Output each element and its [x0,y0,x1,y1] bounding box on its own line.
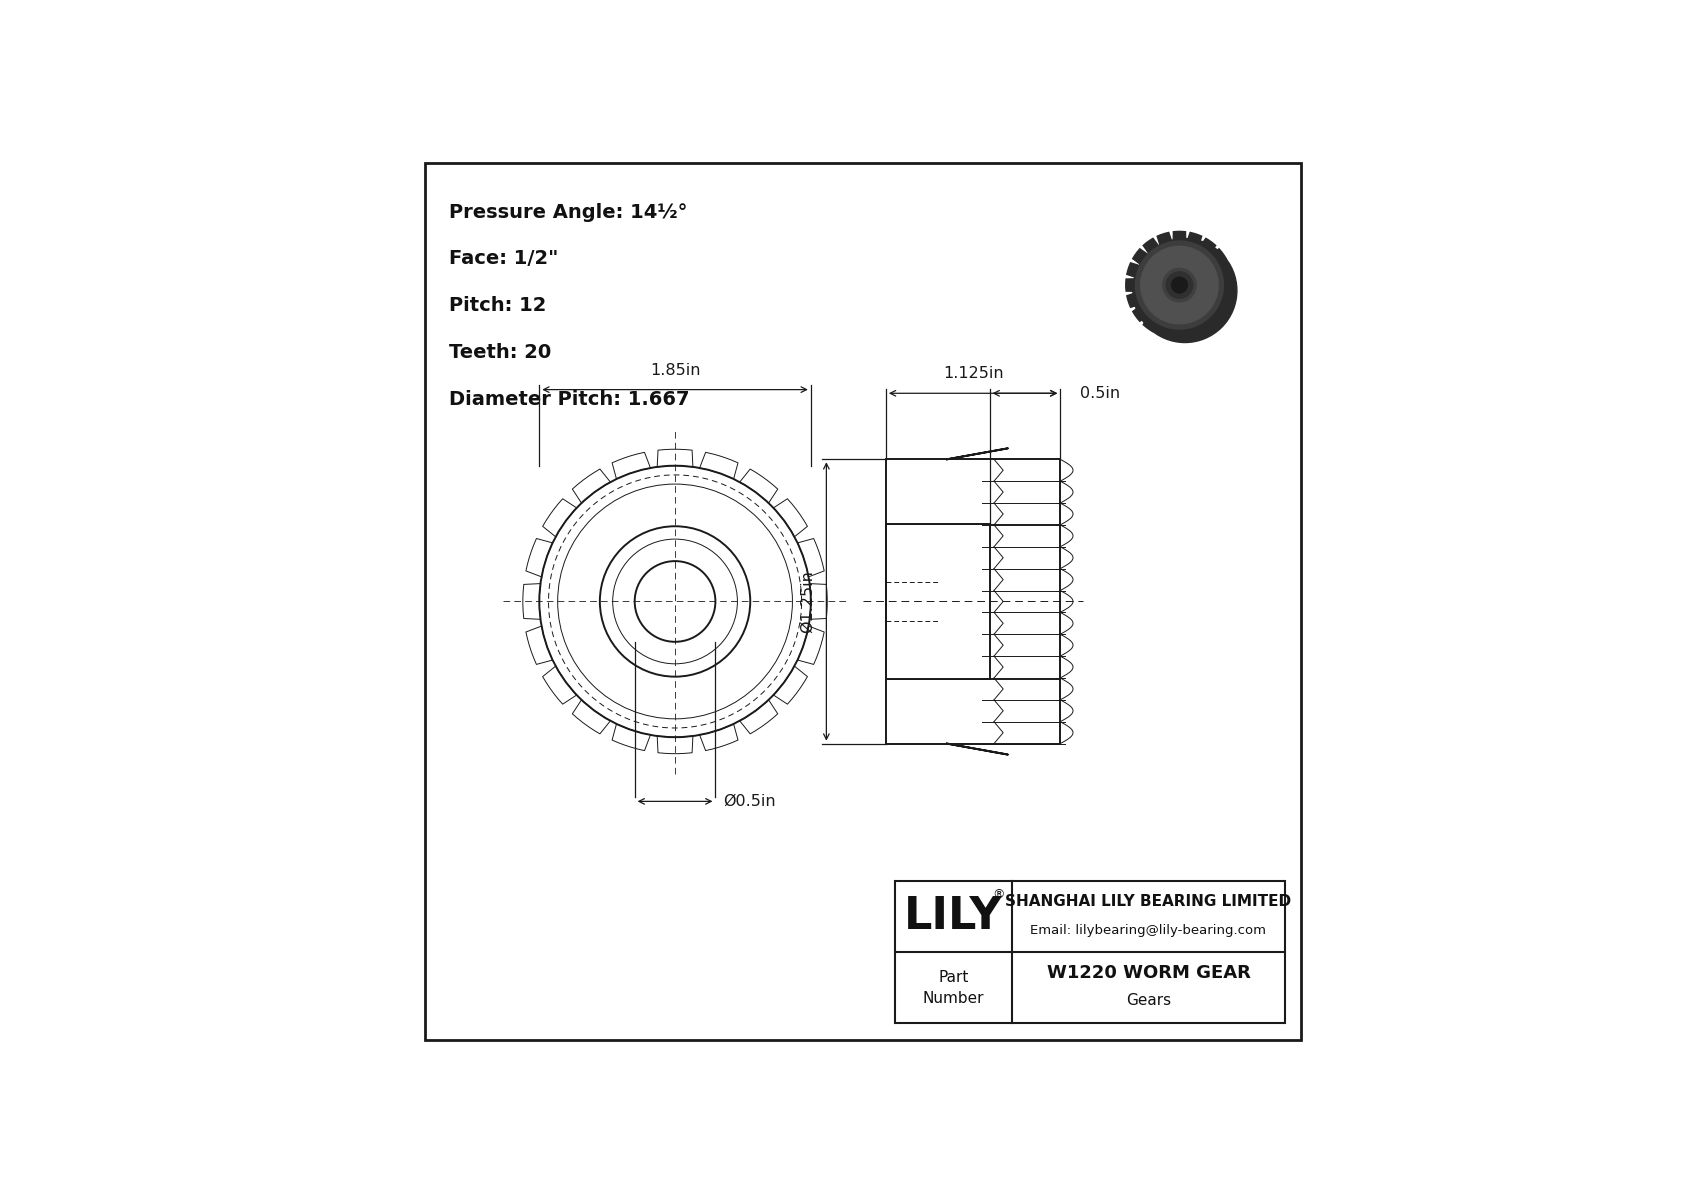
Text: Gears: Gears [1127,993,1170,1008]
Polygon shape [1127,293,1140,307]
Polygon shape [1174,231,1186,242]
Polygon shape [699,724,738,750]
Polygon shape [611,724,650,750]
Text: Face: 1/2": Face: 1/2" [448,249,557,268]
Text: Email: lilybearing@lily-bearing.com: Email: lilybearing@lily-bearing.com [1031,924,1266,937]
Polygon shape [1211,306,1226,322]
Polygon shape [1201,238,1216,254]
Text: 1.85in: 1.85in [650,363,701,378]
Circle shape [1140,247,1218,324]
Text: 1.125in: 1.125in [943,367,1004,381]
Polygon shape [1187,325,1202,338]
Polygon shape [611,453,650,479]
Text: Ø1.25in: Ø1.25in [800,570,815,632]
Polygon shape [525,538,552,576]
Polygon shape [1187,232,1202,245]
Polygon shape [1211,249,1226,264]
Polygon shape [1133,306,1148,322]
Polygon shape [1219,263,1233,278]
Polygon shape [739,469,778,503]
Text: Part
Number: Part Number [923,969,985,1005]
Polygon shape [773,666,807,704]
Polygon shape [798,626,823,665]
Bar [886,460,1061,743]
Text: Pitch: 12: Pitch: 12 [448,297,546,316]
Bar [896,881,1285,1023]
Polygon shape [542,499,576,537]
Text: LILY: LILY [904,896,1004,939]
Polygon shape [1133,249,1148,264]
Polygon shape [699,453,738,479]
Circle shape [1167,272,1192,298]
Polygon shape [1143,238,1159,254]
Circle shape [1172,278,1187,293]
Text: ®: ® [992,887,1005,900]
Polygon shape [1223,279,1233,292]
Text: Ø0.5in: Ø0.5in [722,794,775,809]
Text: SHANGHAI LILY BEARING LIMITED: SHANGHAI LILY BEARING LIMITED [1005,893,1292,909]
Polygon shape [1127,263,1140,278]
Text: 0.5in: 0.5in [1081,386,1120,401]
Polygon shape [525,626,552,665]
Text: Diameter Pitch: 1.667: Diameter Pitch: 1.667 [448,389,689,409]
Circle shape [517,443,834,760]
Text: Teeth: 20: Teeth: 20 [448,343,551,362]
Polygon shape [657,449,692,467]
Polygon shape [1219,293,1233,307]
Polygon shape [810,584,827,619]
Polygon shape [573,469,610,503]
Circle shape [1133,238,1236,343]
Bar [896,881,1285,1023]
Text: W1220 WORM GEAR: W1220 WORM GEAR [1046,964,1251,983]
Polygon shape [773,499,807,537]
Polygon shape [542,666,576,704]
Polygon shape [522,584,541,619]
Circle shape [1162,268,1196,301]
Polygon shape [1157,232,1172,245]
Polygon shape [573,700,610,734]
Polygon shape [1157,325,1172,338]
Polygon shape [1174,329,1186,338]
Circle shape [1135,241,1224,329]
Bar [886,524,990,679]
Bar [886,524,990,679]
Bar [886,460,1061,743]
Polygon shape [798,538,823,576]
Polygon shape [657,736,692,754]
Polygon shape [1201,317,1216,332]
Text: Pressure Angle: 14½°: Pressure Angle: 14½° [448,202,687,222]
Polygon shape [1127,279,1137,292]
Polygon shape [739,700,778,734]
Polygon shape [1143,317,1159,332]
